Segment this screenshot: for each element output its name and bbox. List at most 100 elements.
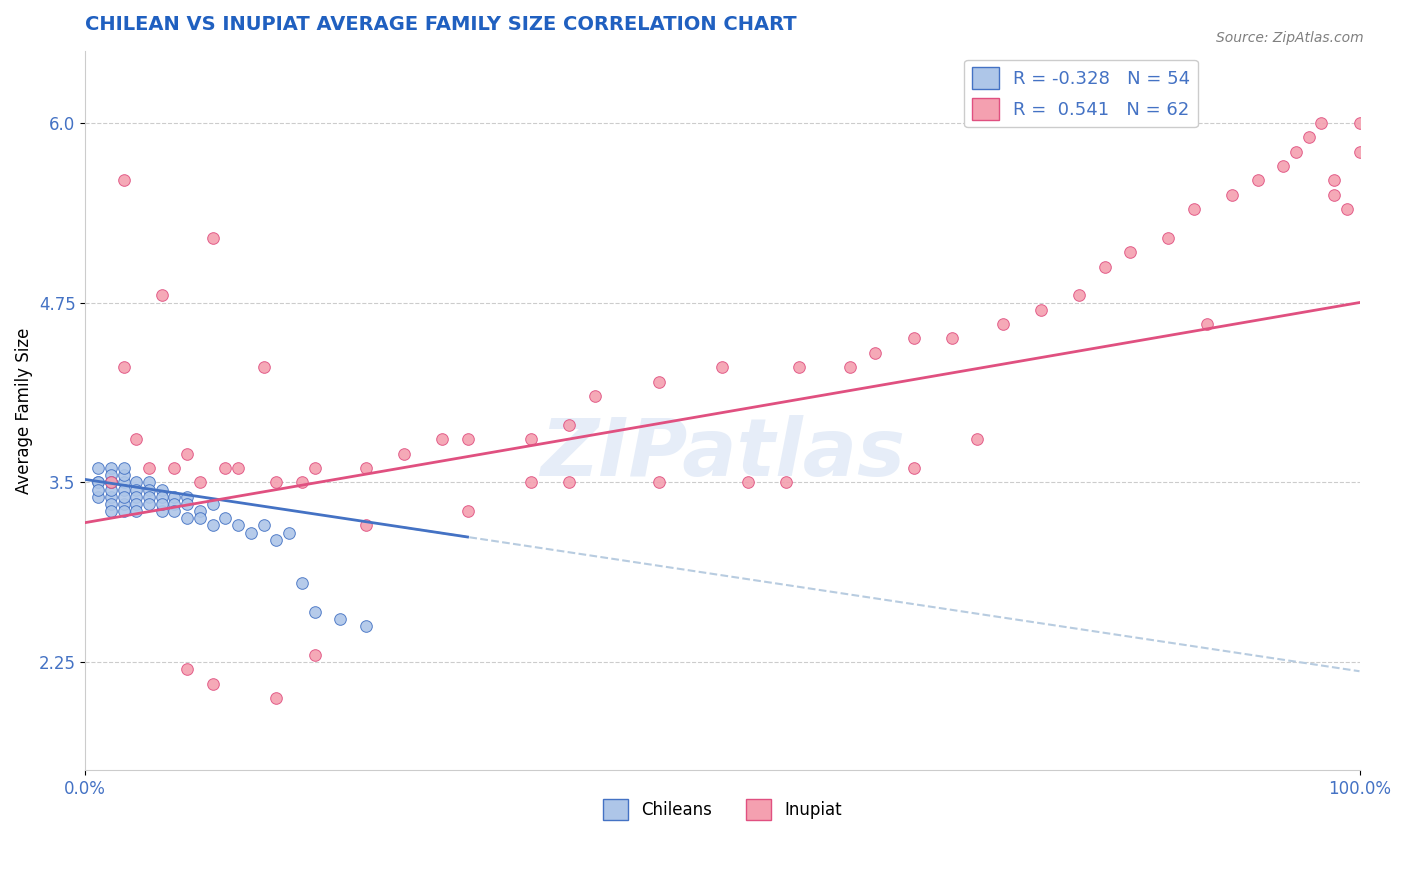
Point xyxy=(87,475,110,490)
Point xyxy=(354,518,377,533)
Point xyxy=(112,173,135,187)
Point xyxy=(125,432,148,446)
Legend: Chileans, Inupiat: Chileans, Inupiat xyxy=(596,793,848,826)
Point xyxy=(775,475,797,490)
Point xyxy=(125,475,148,490)
Point xyxy=(392,446,415,460)
Point xyxy=(188,475,211,490)
Point xyxy=(520,432,543,446)
Point xyxy=(1246,173,1268,187)
Point xyxy=(304,605,326,619)
Point xyxy=(176,662,198,676)
Point xyxy=(150,490,173,504)
Text: CHILEAN VS INUPIAT AVERAGE FAMILY SIZE CORRELATION CHART: CHILEAN VS INUPIAT AVERAGE FAMILY SIZE C… xyxy=(86,15,797,34)
Point xyxy=(865,346,887,360)
Point xyxy=(125,490,148,504)
Point xyxy=(100,483,122,497)
Point xyxy=(201,497,224,511)
Point xyxy=(176,497,198,511)
Point xyxy=(150,483,173,497)
Point xyxy=(100,497,122,511)
Point xyxy=(138,490,160,504)
Point xyxy=(112,497,135,511)
Point xyxy=(1348,145,1371,159)
Text: ZIPatlas: ZIPatlas xyxy=(540,415,905,492)
Point xyxy=(1323,173,1346,187)
Point xyxy=(291,576,314,591)
Y-axis label: Average Family Size: Average Family Size xyxy=(15,327,32,493)
Point xyxy=(1069,288,1091,302)
Point xyxy=(226,461,249,475)
Point xyxy=(112,504,135,518)
Point xyxy=(112,475,135,490)
Point xyxy=(125,497,148,511)
Point xyxy=(239,525,262,540)
Point xyxy=(150,504,173,518)
Point xyxy=(87,475,110,490)
Point xyxy=(1220,187,1243,202)
Point xyxy=(188,504,211,518)
Point xyxy=(100,475,122,490)
Point xyxy=(711,360,734,375)
Point xyxy=(125,483,148,497)
Point xyxy=(1272,159,1295,173)
Point xyxy=(457,504,479,518)
Point xyxy=(1157,231,1180,245)
Point xyxy=(253,518,276,533)
Point xyxy=(1182,202,1205,216)
Point xyxy=(112,461,135,475)
Point xyxy=(304,648,326,662)
Point xyxy=(966,432,988,446)
Point xyxy=(163,504,186,518)
Point xyxy=(163,461,186,475)
Point xyxy=(647,475,669,490)
Point xyxy=(304,461,326,475)
Point xyxy=(737,475,759,490)
Point xyxy=(903,331,925,345)
Point xyxy=(138,461,160,475)
Point xyxy=(1094,260,1116,274)
Point xyxy=(150,497,173,511)
Point xyxy=(1285,145,1308,159)
Point xyxy=(558,475,581,490)
Point xyxy=(201,518,224,533)
Point xyxy=(138,483,160,497)
Point xyxy=(100,475,122,490)
Point xyxy=(100,490,122,504)
Point xyxy=(903,461,925,475)
Point xyxy=(329,612,352,626)
Point xyxy=(150,288,173,302)
Point xyxy=(214,461,236,475)
Point xyxy=(112,468,135,483)
Point xyxy=(457,432,479,446)
Point xyxy=(100,475,122,490)
Point xyxy=(1348,116,1371,130)
Point xyxy=(112,360,135,375)
Point xyxy=(558,417,581,432)
Point xyxy=(1195,317,1218,331)
Point xyxy=(214,511,236,525)
Point xyxy=(430,432,453,446)
Point xyxy=(112,483,135,497)
Point xyxy=(176,511,198,525)
Point xyxy=(188,511,211,525)
Point xyxy=(138,475,160,490)
Point xyxy=(354,619,377,633)
Point xyxy=(838,360,860,375)
Point xyxy=(1119,245,1142,260)
Point xyxy=(87,461,110,475)
Point xyxy=(291,475,314,490)
Point xyxy=(787,360,810,375)
Point xyxy=(583,389,606,403)
Point xyxy=(941,331,963,345)
Point xyxy=(87,483,110,497)
Point xyxy=(163,497,186,511)
Point xyxy=(87,490,110,504)
Point xyxy=(1310,116,1333,130)
Point xyxy=(253,360,276,375)
Point xyxy=(226,518,249,533)
Point xyxy=(100,504,122,518)
Point xyxy=(266,475,288,490)
Point xyxy=(100,475,122,490)
Point xyxy=(1298,130,1320,145)
